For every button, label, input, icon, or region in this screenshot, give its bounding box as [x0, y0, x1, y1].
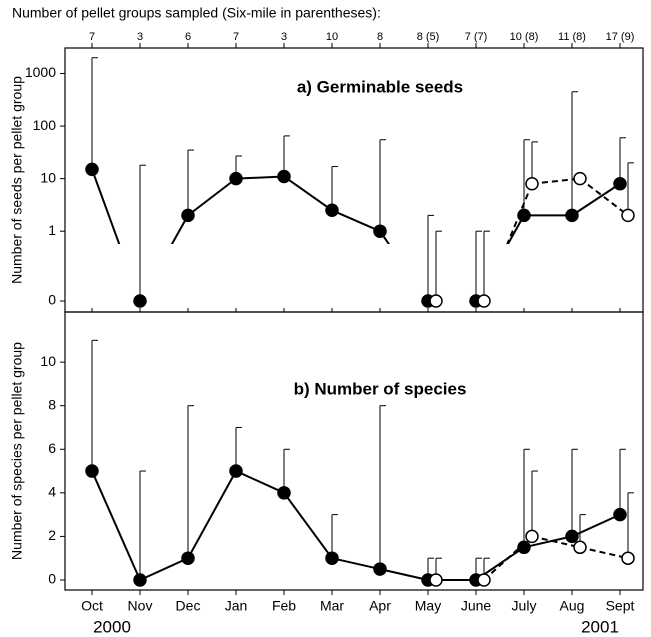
y-tick-label: 10 — [40, 169, 56, 185]
top-tick-label: 8 — [377, 31, 383, 43]
top-tick-label: 7 (7) — [465, 31, 488, 43]
point — [277, 169, 291, 184]
series-line — [283, 492, 333, 559]
x-tick-label: Jan — [225, 598, 248, 614]
point — [373, 224, 387, 238]
x-tick-label: Dec — [176, 598, 201, 614]
point — [613, 507, 627, 522]
y-tick-label: 10 — [40, 353, 56, 369]
x-tick-label: Nov — [128, 598, 153, 614]
series-line — [331, 209, 381, 233]
point — [573, 540, 587, 555]
y-axis-label: Number of seeds per pellet group — [9, 76, 25, 284]
y-tick-label: 8 — [48, 396, 56, 412]
point — [373, 562, 387, 576]
series-line — [170, 214, 189, 244]
frame-b — [64, 311, 644, 591]
point — [133, 294, 147, 308]
panel-title: b) Number of species — [294, 379, 467, 398]
point — [573, 171, 587, 186]
point — [85, 162, 99, 177]
x-tick-label: Feb — [272, 598, 296, 614]
series-line — [139, 557, 189, 581]
x-tick-label: Aug — [560, 598, 585, 614]
y-tick-label: 2 — [48, 527, 56, 543]
y-tick-label: 6 — [48, 440, 56, 456]
point — [277, 486, 291, 500]
point — [429, 573, 443, 587]
year-label: 2001 — [581, 617, 619, 636]
point — [429, 294, 443, 308]
series-line — [571, 182, 621, 217]
series-line — [531, 177, 581, 185]
top-tick-label: 8 (5) — [417, 31, 440, 43]
series-line — [379, 230, 391, 244]
x-tick-label: May — [415, 598, 441, 614]
point — [133, 573, 147, 587]
point — [621, 551, 635, 565]
x-tick-label: Mar — [320, 598, 344, 614]
series-line — [571, 513, 621, 538]
year-label: 2000 — [93, 617, 131, 636]
series-line — [579, 546, 629, 560]
series-line — [523, 535, 573, 549]
point — [621, 208, 635, 223]
series-line — [531, 535, 581, 549]
series-line — [506, 214, 525, 244]
series-line — [91, 169, 121, 244]
y-axis-label: Number of species per pellet group — [9, 342, 25, 560]
series-line — [187, 177, 237, 217]
y-tick-label: 4 — [48, 484, 56, 500]
top-axis-title: Number of pellet groups sampled (Six-mil… — [12, 5, 381, 21]
series-line — [283, 175, 333, 212]
x-tick-label: July — [512, 598, 537, 614]
point — [325, 551, 339, 565]
point — [517, 208, 531, 223]
top-tick-label: 6 — [185, 31, 191, 43]
x-tick-label: June — [461, 598, 492, 614]
top-tick-label: 7 — [89, 31, 95, 43]
point — [477, 573, 491, 587]
series-line — [235, 470, 285, 494]
point — [565, 208, 579, 223]
y-tick-label: 1000 — [25, 64, 56, 80]
top-tick-label: 3 — [281, 31, 287, 43]
top-tick-label: 7 — [233, 31, 239, 43]
series-line — [379, 568, 429, 581]
point — [85, 464, 99, 478]
point — [325, 203, 339, 218]
x-tick-label: Sept — [606, 598, 635, 614]
point — [477, 294, 491, 308]
series-line — [506, 183, 533, 244]
top-tick-label: 17 (9) — [606, 31, 635, 43]
point — [565, 529, 579, 544]
point — [229, 464, 243, 478]
top-tick-label: 10 (8) — [510, 31, 539, 43]
panel-title: a) Germinable seeds — [297, 77, 463, 96]
y-tick-label: 0 — [48, 292, 56, 308]
clipped-lines — [91, 169, 629, 244]
y-tick-label: 100 — [33, 117, 57, 133]
point — [517, 540, 531, 555]
series-line — [579, 177, 629, 217]
point — [613, 176, 627, 191]
point — [181, 208, 195, 223]
x-tick-label: Oct — [81, 598, 103, 614]
series-line — [187, 470, 237, 559]
point — [229, 171, 243, 186]
top-tick-label: 10 — [326, 31, 338, 43]
point — [181, 551, 195, 565]
point — [525, 529, 539, 544]
top-tick-label: 11 (8) — [558, 31, 586, 43]
x-tick-label: Apr — [369, 598, 391, 614]
point — [525, 176, 539, 191]
y-tick-label: 0 — [48, 571, 56, 587]
series-line — [91, 470, 141, 581]
series-line — [235, 175, 285, 180]
top-tick-label: 3 — [137, 31, 143, 43]
series-line — [331, 557, 381, 571]
y-tick-label: 1 — [48, 222, 56, 238]
